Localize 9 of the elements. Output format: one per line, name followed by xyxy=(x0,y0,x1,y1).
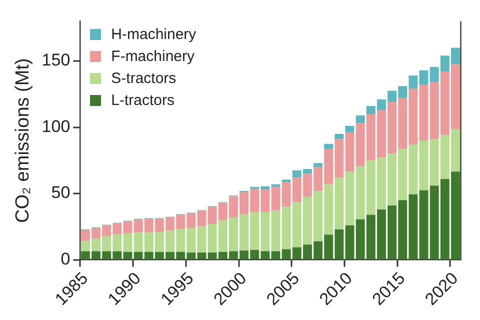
legend-label: S-tractors xyxy=(111,70,176,87)
y-axis-title: CO₂ emissions (Mt) xyxy=(12,58,34,223)
legend-label: H-machinery xyxy=(111,26,196,43)
y-tick-label: 150 xyxy=(42,50,70,70)
y-tick-label: 0 xyxy=(60,250,70,269)
y-tick-label: 100 xyxy=(42,116,70,136)
legend-label: F-machinery xyxy=(111,48,195,65)
y-tick-label: 50 xyxy=(51,183,70,202)
legend-label: L-tractors xyxy=(111,92,175,109)
